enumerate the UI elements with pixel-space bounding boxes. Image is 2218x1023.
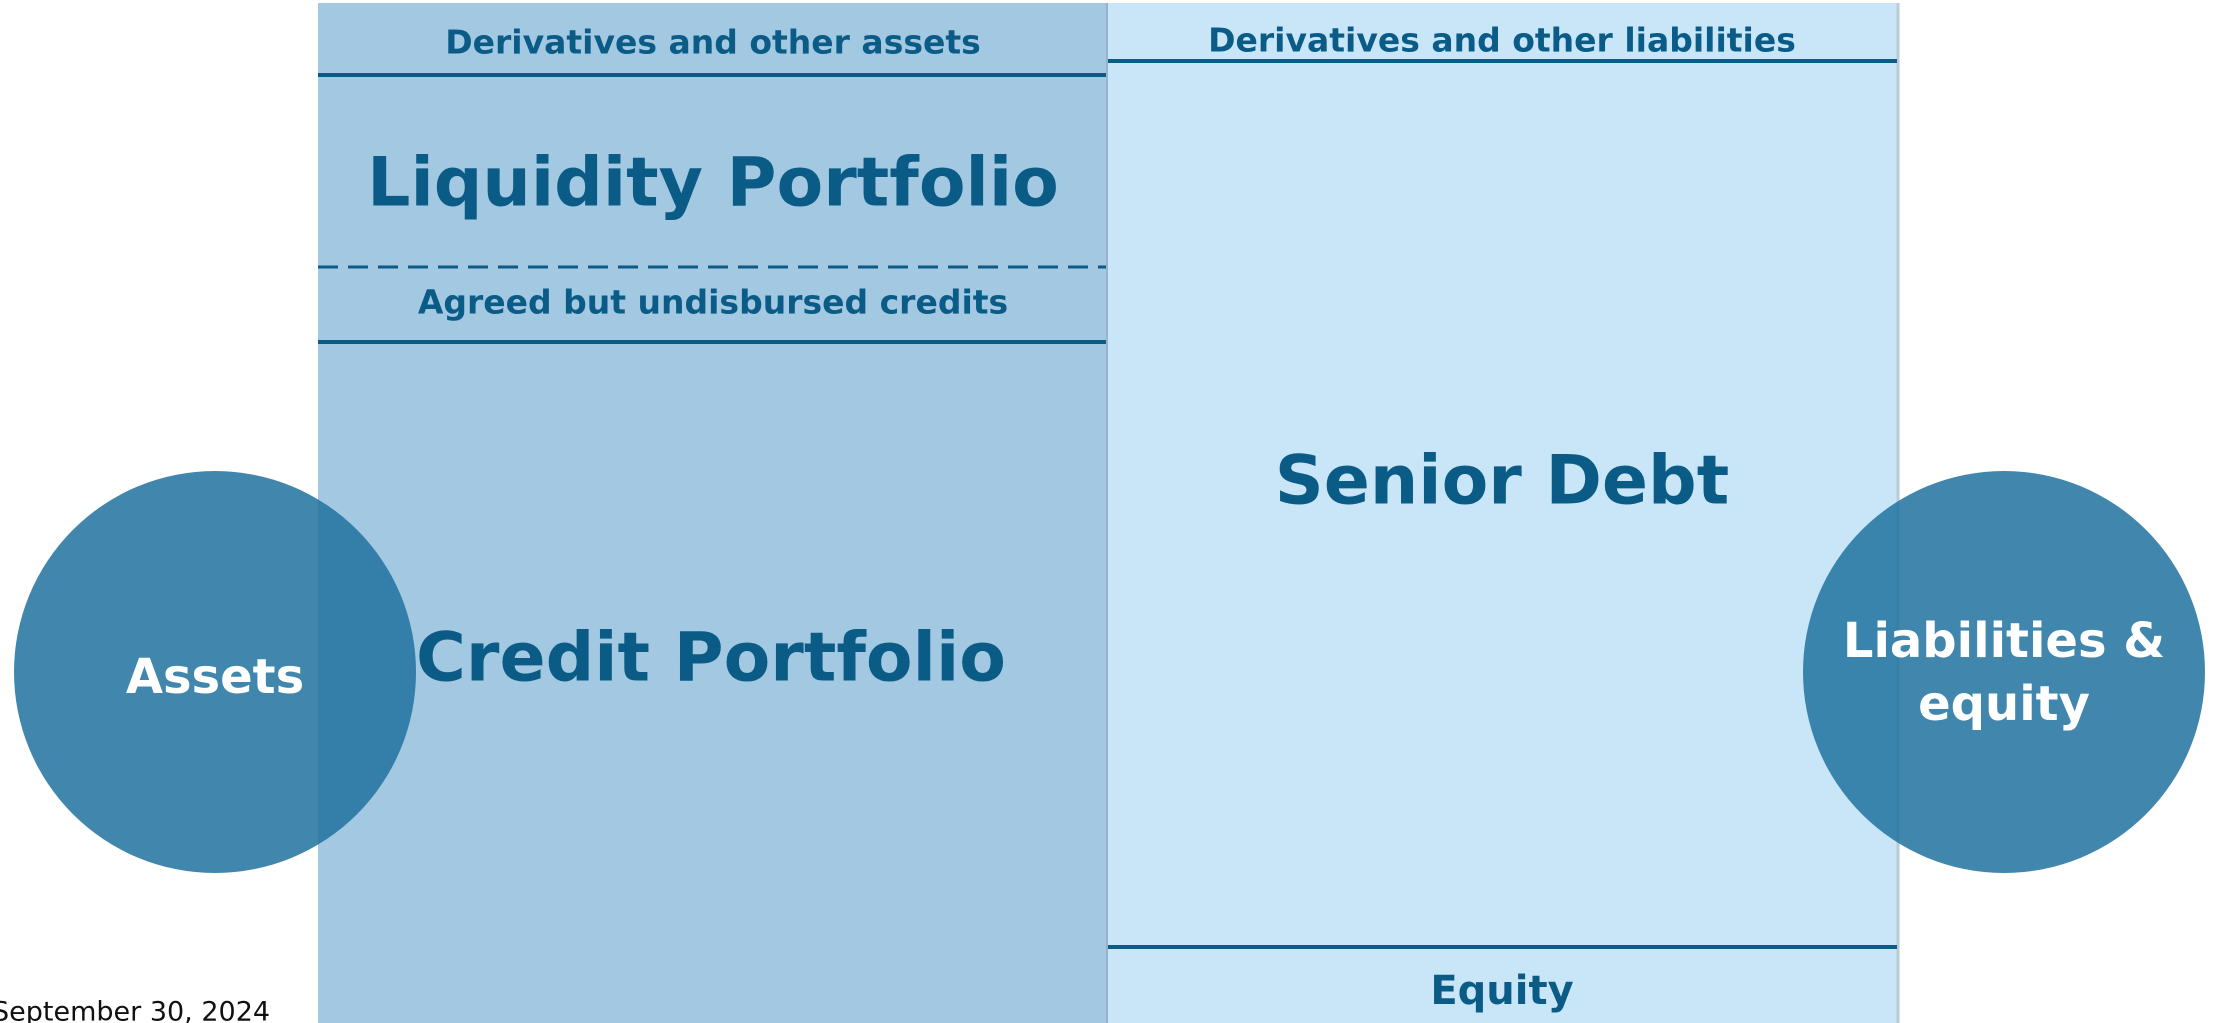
assets-circle (14, 471, 416, 873)
circle-label: Liabilities & (1843, 613, 2165, 669)
circle-label: Assets (126, 649, 304, 705)
label: Derivatives and other liabilities (1208, 21, 1796, 60)
label: Agreed but undisbursed credits (418, 283, 1008, 322)
label: Equity (1430, 968, 1573, 1014)
heading: Credit Portfolio (416, 619, 1006, 698)
circle-label: equity (1918, 676, 2090, 732)
assets-panel (318, 3, 1106, 1023)
heading: Senior Debt (1275, 442, 1729, 521)
label: Derivatives and other assets (445, 23, 981, 62)
heading: Liquidity Portfolio (367, 144, 1059, 223)
liabilities-circle (1803, 471, 2205, 873)
date: September 30, 2024 (0, 997, 270, 1023)
liabilities-panel (1108, 3, 1897, 1023)
